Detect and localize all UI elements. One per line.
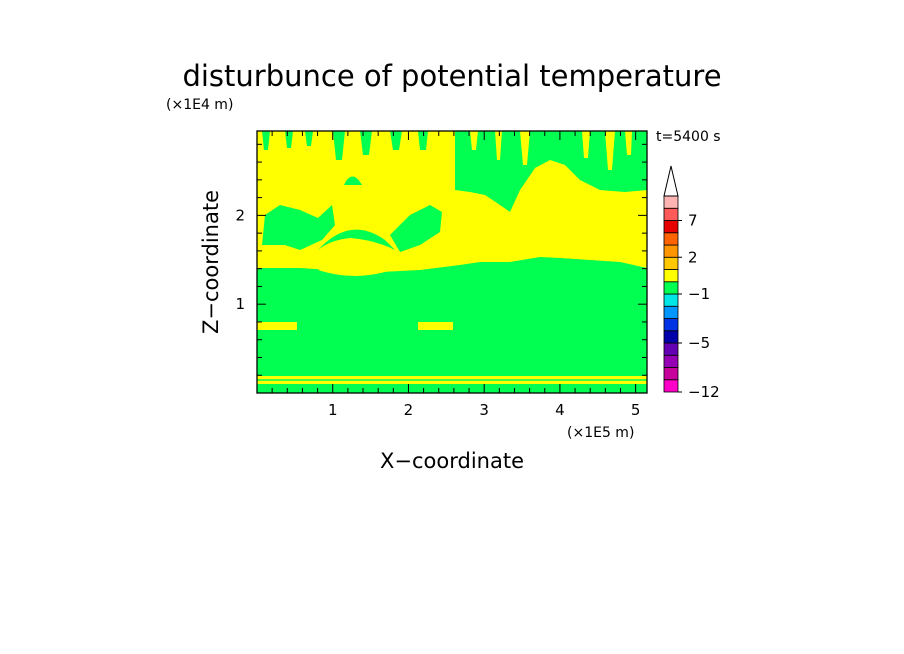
lens-positive bbox=[318, 259, 392, 276]
colorbar-label: 2 bbox=[688, 248, 698, 266]
x-tick-label: 2 bbox=[404, 401, 414, 419]
colorbar-label: −5 bbox=[688, 334, 710, 352]
band-lower-left bbox=[257, 322, 297, 330]
colorbar-swatch bbox=[663, 256, 679, 270]
colorbar-swatch bbox=[663, 207, 679, 221]
colorbar-label: −12 bbox=[688, 383, 720, 401]
colorbar-swatch bbox=[663, 342, 679, 356]
colorbar-extend-arrow bbox=[663, 165, 679, 197]
time-label: t=5400 s bbox=[656, 129, 721, 145]
colorbar-swatch bbox=[663, 318, 679, 332]
colorbar-swatch bbox=[663, 293, 679, 307]
colorbar-swatch bbox=[663, 232, 679, 246]
colorbar-swatch bbox=[663, 220, 679, 234]
colorbar-label: 7 bbox=[688, 212, 698, 230]
wing-left bbox=[262, 205, 335, 250]
colorbar-swatch bbox=[663, 354, 679, 368]
x-tick-label: 1 bbox=[328, 401, 338, 419]
plot-frame bbox=[256, 130, 648, 394]
colorbar-swatch bbox=[663, 379, 679, 393]
colorbar-swatch bbox=[663, 281, 679, 295]
y-tick-label: 1 bbox=[235, 295, 245, 313]
small-cap bbox=[344, 176, 362, 185]
axis-ticks: 1 2 3 4 5 1 2 bbox=[235, 131, 647, 419]
x-tick-label: 5 bbox=[631, 401, 641, 419]
wing-right bbox=[390, 205, 442, 252]
band-lower-mid bbox=[418, 322, 453, 330]
arch-band bbox=[318, 229, 395, 250]
chart-title: disturbunce of potential temperature bbox=[182, 59, 721, 93]
colorbar-swatch bbox=[663, 195, 679, 209]
x-tick-label: 4 bbox=[555, 401, 565, 419]
plume-right bbox=[455, 131, 647, 212]
colorbar-swatch bbox=[663, 330, 679, 344]
colorbar-label: −1 bbox=[688, 285, 710, 303]
dome-right bbox=[530, 170, 560, 190]
x-unit-label: (×1E5 m) bbox=[567, 425, 634, 441]
x-axis-label: X−coordinate bbox=[380, 449, 524, 473]
colorbar-swatch bbox=[663, 367, 679, 381]
x-tick-label: 3 bbox=[479, 401, 489, 419]
y-unit-label: (×1E4 m) bbox=[166, 97, 233, 113]
contour-field bbox=[257, 131, 647, 393]
colorbar-swatch bbox=[663, 305, 679, 319]
colorbar-swatch bbox=[663, 269, 679, 283]
y-axis-label: Z−coordinate bbox=[199, 190, 223, 334]
top-spikes bbox=[262, 131, 428, 160]
colorbar-swatch bbox=[663, 244, 679, 258]
colorbar: −12−5−127 bbox=[663, 165, 720, 401]
y-tick-label: 2 bbox=[235, 206, 245, 224]
